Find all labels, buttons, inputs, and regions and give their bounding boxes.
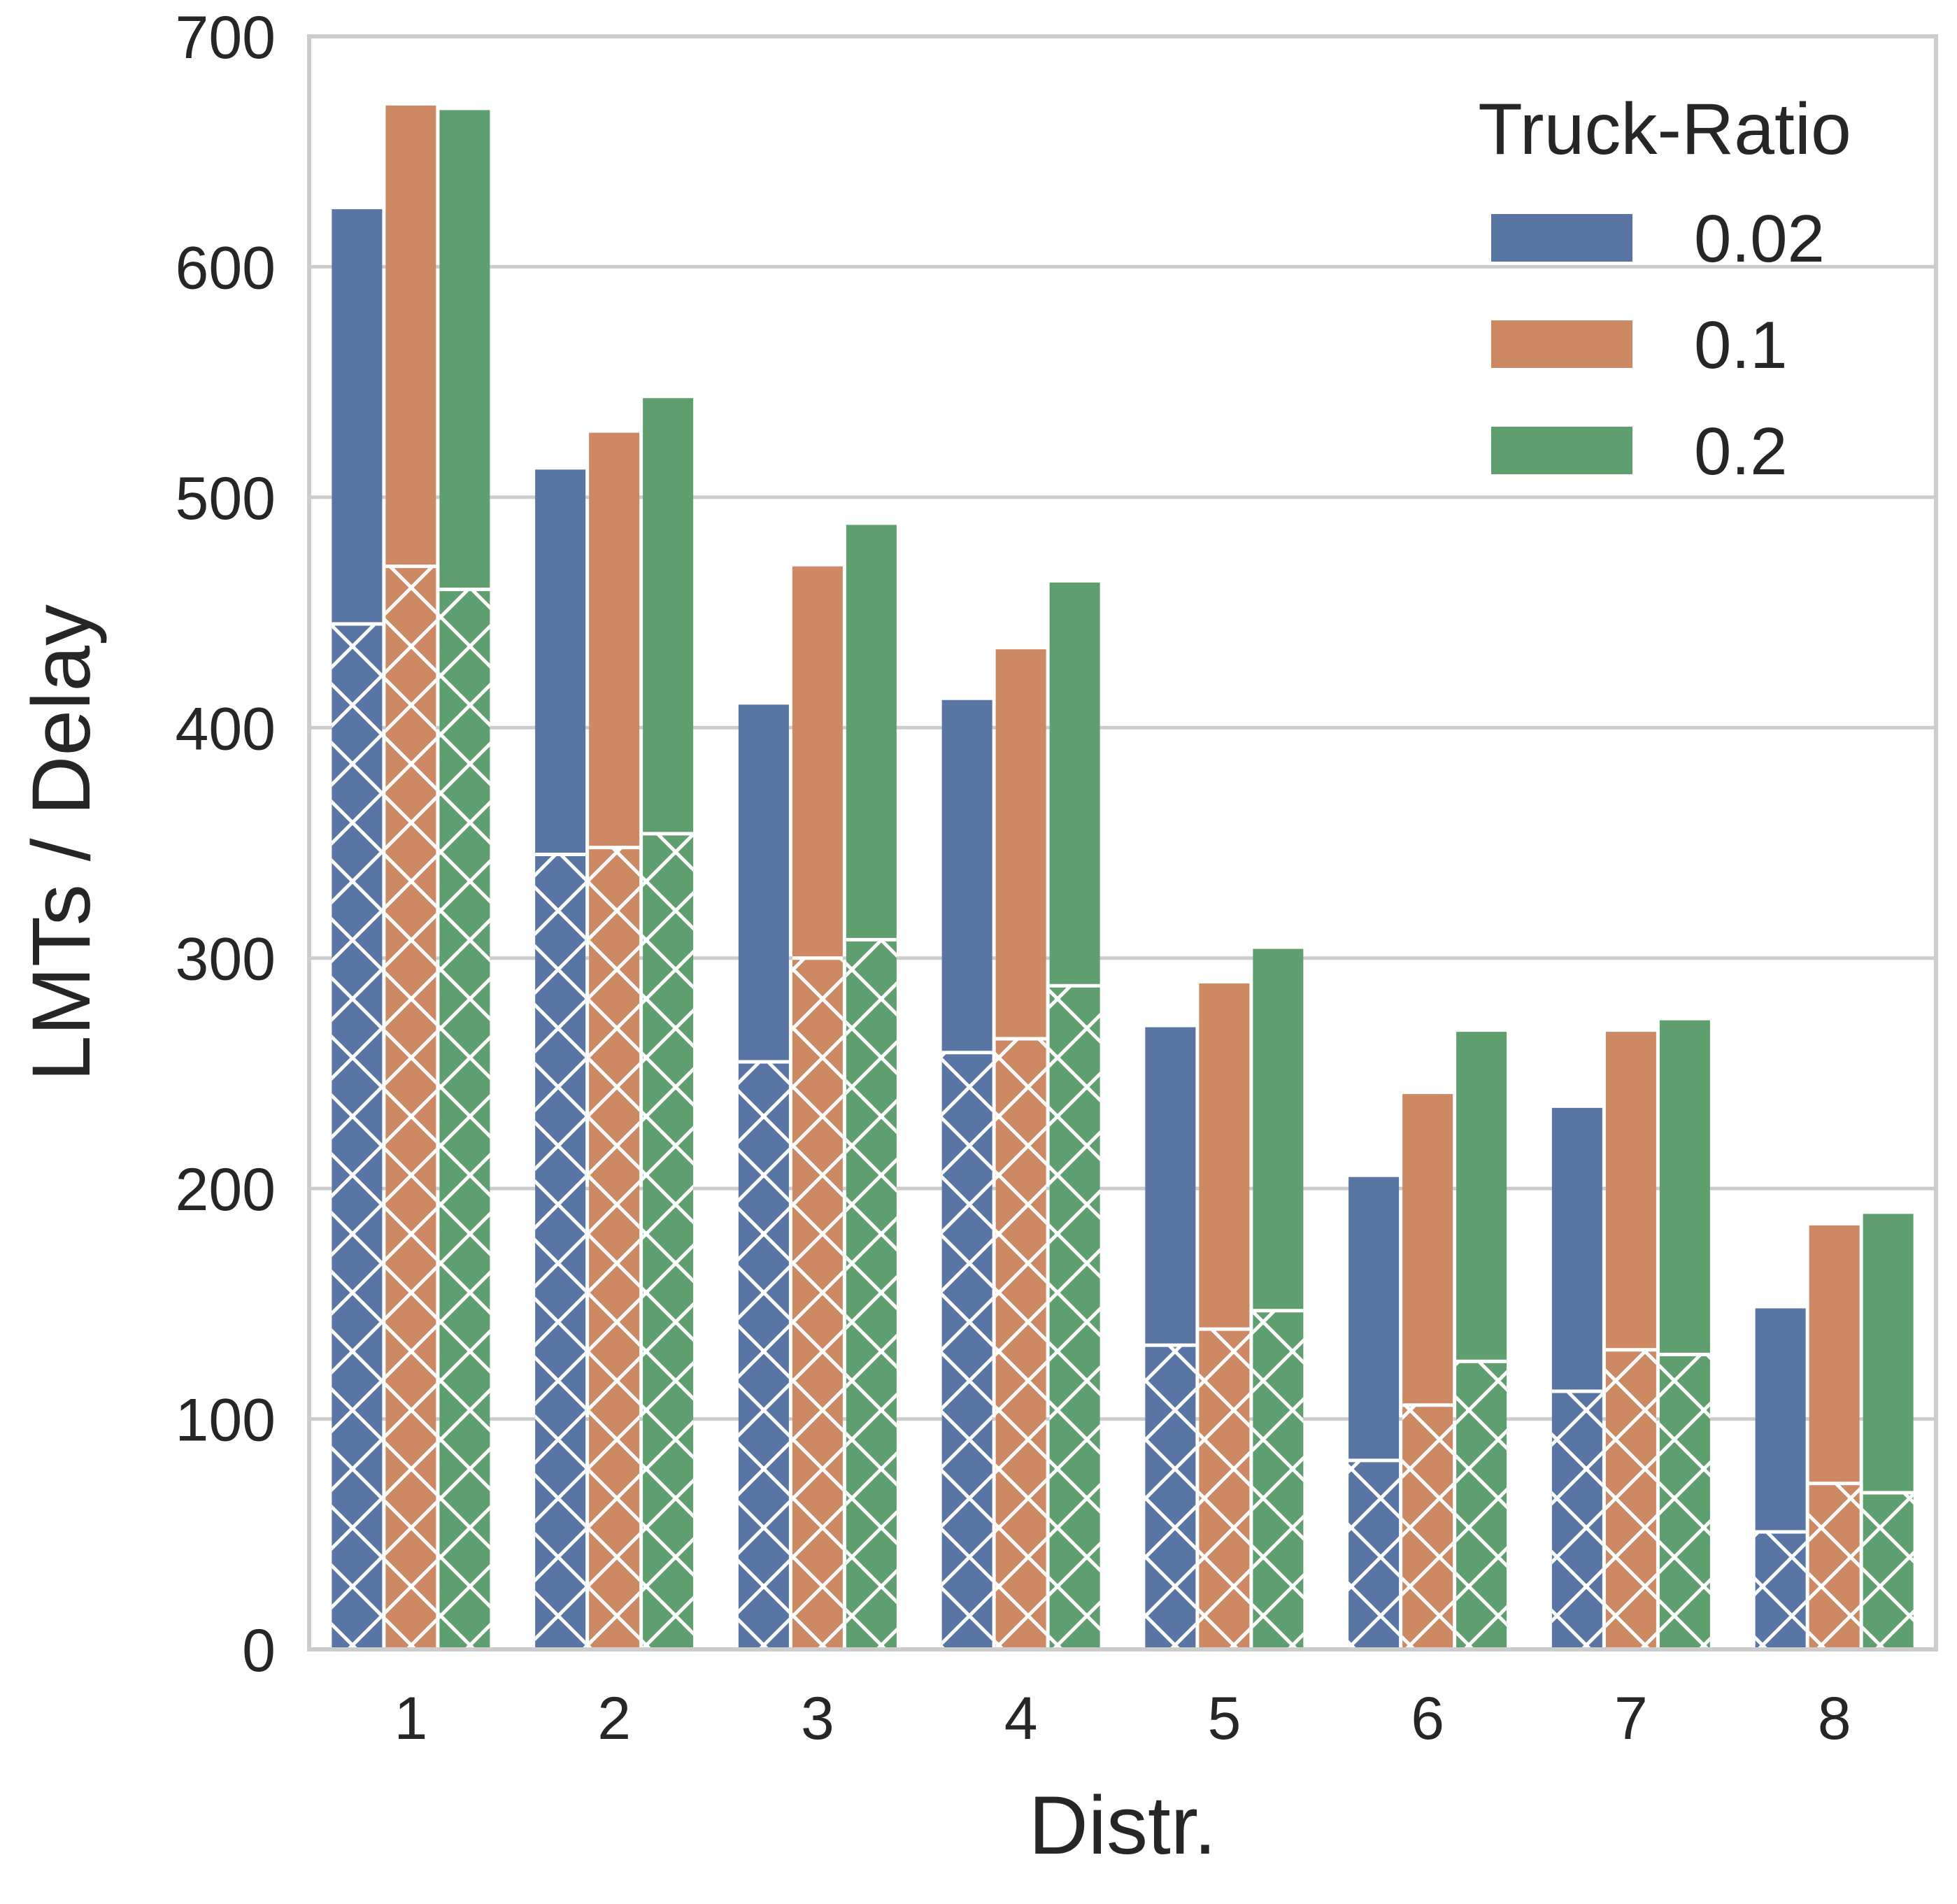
- bar-hatched-0.1-1: [385, 566, 436, 1649]
- y-tick-label: 400: [176, 695, 276, 762]
- bar-hatched-0.2-7: [1659, 1354, 1710, 1649]
- x-tick-label: 2: [597, 1685, 631, 1752]
- legend-title: Truck-Ratio: [1478, 89, 1851, 170]
- y-tick-label: 200: [176, 1156, 276, 1223]
- bars: [332, 105, 1914, 1650]
- bar-hatched-0.02-4: [941, 1052, 992, 1649]
- legend-label-0.2: 0.2: [1694, 414, 1787, 489]
- y-tick-label: 300: [176, 926, 276, 993]
- x-tick-label: 8: [1818, 1685, 1851, 1752]
- x-tick-label: 3: [801, 1685, 834, 1752]
- x-tick-label: 1: [394, 1685, 427, 1752]
- bar-hatched-0.02-5: [1145, 1345, 1196, 1649]
- y-tick-label: 700: [176, 4, 276, 71]
- bar-hatched-0.1-7: [1605, 1349, 1656, 1649]
- y-tick-label: 500: [176, 465, 276, 532]
- bar-hatched-0.2-8: [1863, 1492, 1914, 1649]
- y-tick-label: 600: [176, 234, 276, 301]
- y-axis-title: LMTs / Delay: [15, 604, 108, 1081]
- bar-hatched-0.02-3: [738, 1061, 789, 1649]
- plot-frame: [307, 34, 1938, 1651]
- legend: Truck-Ratio 0.02 0.1 0.2: [1478, 89, 1851, 489]
- y-tick-labels: 0 100 200 300 400 500 600 700: [176, 4, 276, 1684]
- bar-hatched-0.1-3: [792, 958, 843, 1649]
- bar-hatched-0.1-4: [995, 1039, 1046, 1649]
- bar-hatched-0.1-6: [1402, 1405, 1453, 1649]
- x-tick-label: 6: [1411, 1685, 1444, 1752]
- bar-hatched-0.1-2: [589, 847, 640, 1649]
- bar-hatched-0.02-6: [1348, 1460, 1400, 1649]
- x-axis-title: Distr.: [1029, 1779, 1217, 1872]
- bar-hatched-0.2-5: [1253, 1310, 1304, 1649]
- x-tick-label: 5: [1207, 1685, 1241, 1752]
- y-tick-label: 100: [176, 1387, 276, 1454]
- bar-hatched-0.2-1: [439, 589, 490, 1649]
- bar-hatched-0.02-1: [332, 624, 383, 1649]
- x-tick-labels: 1 2 3 4 5 6 7 8: [394, 1685, 1851, 1752]
- bar-hatched-0.2-2: [643, 833, 694, 1649]
- y-tick-label: 0: [242, 1617, 276, 1684]
- legend-swatch-0.1: [1491, 320, 1632, 368]
- legend-swatch-0.2: [1491, 427, 1632, 474]
- bar-hatched-0.2-3: [846, 939, 897, 1649]
- bar-hatched-0.1-5: [1199, 1329, 1250, 1649]
- bar-hatched-0.1-8: [1809, 1483, 1860, 1649]
- x-tick-label: 7: [1614, 1685, 1648, 1752]
- bar-hatched-0.2-4: [1049, 986, 1100, 1649]
- bar-hatched-0.02-7: [1551, 1391, 1602, 1649]
- legend-label-0.1: 0.1: [1694, 308, 1787, 383]
- x-tick-label: 4: [1004, 1685, 1038, 1752]
- legend-label-0.02: 0.02: [1694, 201, 1825, 276]
- bar-hatched-0.02-8: [1755, 1531, 1806, 1649]
- bar-hatched-0.2-6: [1456, 1361, 1507, 1649]
- legend-swatch-0.02: [1491, 214, 1632, 262]
- bar-hatched-0.02-2: [535, 854, 586, 1649]
